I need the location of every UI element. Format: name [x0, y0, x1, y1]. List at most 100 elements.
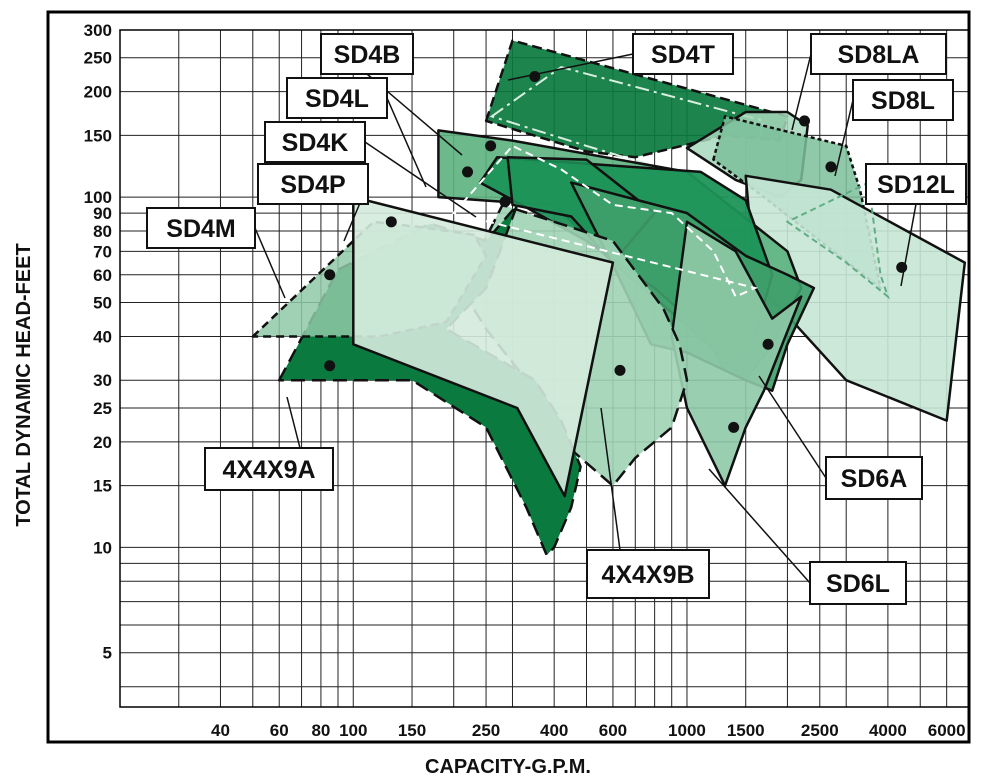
x-tick-label: 600 — [599, 721, 627, 740]
y-axis-title: TOTAL DYNAMIC HEAD-FEET — [13, 243, 35, 526]
callout-box — [809, 561, 907, 605]
callout-leader-line — [791, 53, 812, 131]
label-dot-sd4b — [485, 140, 497, 152]
callout-box — [852, 79, 954, 121]
y-tick-label: 300 — [84, 21, 112, 40]
callout-sd4k: SD4K — [264, 121, 366, 163]
callout-box — [320, 33, 414, 75]
y-tick-label: 15 — [93, 477, 112, 496]
callout-sd4p: SD4P — [257, 163, 369, 205]
label-dot-4x4x9a — [324, 360, 336, 372]
callout-box — [286, 77, 388, 119]
callout-box — [264, 121, 366, 163]
label-dot-sd4t — [529, 70, 541, 82]
callout-label: SD12L — [877, 171, 955, 199]
callout-leader-line — [254, 227, 286, 299]
label-dot-sd4l — [462, 166, 474, 178]
callout-box — [204, 447, 334, 491]
callout-label: SD4P — [280, 171, 345, 199]
callout-sd6a: SD6A — [825, 456, 923, 500]
y-tick-label: 30 — [93, 371, 112, 390]
callout-sd4b: SD4B — [320, 33, 414, 75]
callout-label: SD8LA — [838, 41, 920, 69]
callout-leader-line — [507, 53, 634, 81]
callout-box — [865, 163, 967, 205]
y-tick-label: 10 — [93, 538, 112, 557]
x-tick-label: 250 — [472, 721, 500, 740]
y-tick-label: 25 — [93, 399, 112, 418]
x-tick-labels: 40 60 80 100 150 250 400 600 1000 1500 2500 4000 600… — [211, 721, 966, 740]
callout-sd4l: SD4L — [286, 77, 388, 119]
callout-label: SD4B — [334, 41, 401, 69]
y-tick-label: 50 — [93, 294, 112, 313]
y-tick-label: 40 — [93, 327, 112, 346]
callout-box — [257, 163, 369, 205]
callout-box — [586, 549, 710, 599]
y-tick-label: 20 — [93, 433, 112, 452]
callout-leader-line — [708, 468, 811, 584]
callout-sd8l: SD8L — [852, 79, 954, 121]
callout-sd6l: SD6L — [809, 561, 907, 605]
x-tick-label: 4000 — [869, 721, 907, 740]
callout-label: 4X4X9B — [601, 561, 694, 589]
label-dot-sd6l — [728, 421, 740, 433]
callout-sd12l: SD12L — [865, 163, 967, 205]
x-tick-label: 150 — [398, 721, 426, 740]
callout-label: SD4K — [282, 129, 349, 157]
label-dot-sd4m — [324, 269, 336, 281]
y-tick-label: 70 — [93, 242, 112, 261]
y-tick-label: 150 — [84, 126, 112, 145]
callout-box — [632, 33, 734, 75]
x-tick-label: 6000 — [928, 721, 966, 740]
y-tick-label: 100 — [84, 188, 112, 207]
y-tick-label: 90 — [93, 204, 112, 223]
callout-leader-line — [386, 97, 427, 188]
y-tick-label: 250 — [84, 49, 112, 68]
y-tick-label: 5 — [103, 644, 112, 663]
callout-labels: SD4B SD4T SD8LA SD4L SD8L SD4K SD12L SD4P SD4M 4X… — [146, 33, 967, 605]
callout-box — [146, 207, 256, 249]
x-tick-label: 1000 — [668, 721, 706, 740]
label-dot-sd4k — [499, 196, 511, 208]
x-tick-label: 80 — [311, 721, 330, 740]
coverage-areas — [251, 39, 967, 557]
x-tick-label: 40 — [211, 721, 230, 740]
y-tick-label: 80 — [93, 222, 112, 241]
callout-box — [825, 456, 923, 500]
label-dot-4x4x9b — [614, 364, 626, 376]
label-dot-sd8la — [799, 115, 811, 127]
callout-box — [810, 33, 947, 75]
label-dot-sd4p — [385, 216, 397, 228]
callout-label: SD4L — [305, 85, 369, 113]
callout-leader-line — [900, 203, 917, 287]
callout-label: SD8L — [871, 87, 935, 115]
y-tick-label: 60 — [93, 266, 112, 285]
callout-leader-line — [600, 407, 621, 551]
callout-leader-line — [364, 141, 477, 218]
x-tick-label: 2500 — [801, 721, 839, 740]
callout-label: SD6A — [841, 465, 908, 493]
x-tick-label: 60 — [270, 721, 289, 740]
callout-sd8la: SD8LA — [810, 33, 947, 75]
callout-label: SD6L — [826, 570, 890, 598]
callout-leader-line — [286, 396, 301, 449]
callout-leader-line — [758, 375, 827, 479]
label-dot-sd8l — [825, 161, 837, 173]
x-axis-title: CAPACITY-G.P.M. — [425, 756, 591, 778]
callout-label: SD4T — [651, 41, 715, 69]
x-tick-label: 400 — [540, 721, 568, 740]
callout-label: 4X4X9A — [222, 456, 315, 484]
plot-inner-border — [119, 29, 970, 708]
x-tick-label: 100 — [339, 721, 367, 740]
area-sd4p — [352, 195, 615, 498]
area-sd4t — [451, 144, 759, 298]
callout-4x4x9b: 4X4X9B — [586, 549, 710, 599]
callout-leaders — [254, 53, 917, 584]
callout-leader-line — [834, 99, 854, 177]
x-tick-label: 1500 — [727, 721, 765, 740]
label-dot-sd6a — [762, 338, 774, 350]
callout-label: SD4M — [166, 215, 235, 243]
callout-4x4x9a: 4X4X9A — [204, 447, 334, 491]
